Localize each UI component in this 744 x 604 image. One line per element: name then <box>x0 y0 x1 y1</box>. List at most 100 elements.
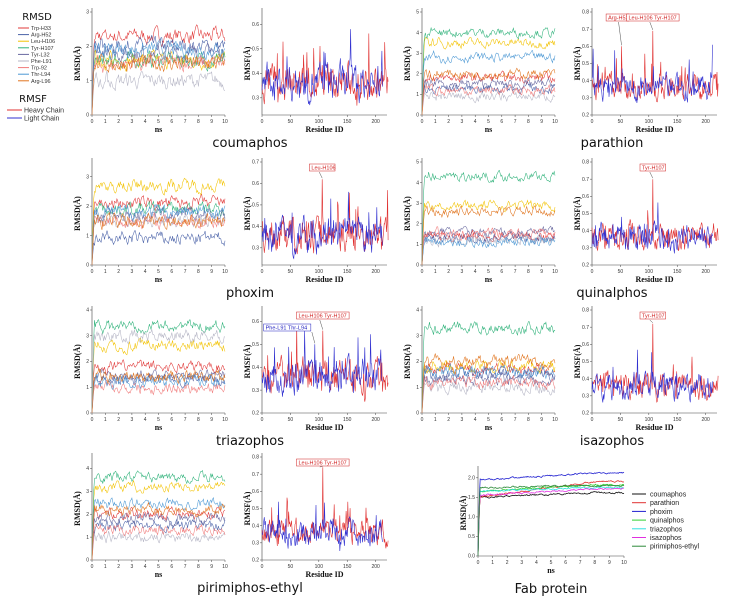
x-tick-label: 200 <box>701 119 710 125</box>
fab-line-triazophos <box>477 486 625 557</box>
x-tick-label: 5 <box>487 417 490 423</box>
y-tick-label: 0.5 <box>582 359 589 365</box>
legend-rmsf-title: RMSF <box>19 94 47 105</box>
y-tick-label: 1 <box>416 242 419 248</box>
x-tick-label: 0 <box>261 564 264 570</box>
x-tick-label: 9 <box>540 417 543 423</box>
y-tick-label: 0.6 <box>252 489 259 495</box>
y-tick-label: 5 <box>416 10 419 16</box>
x-tick-label: 10 <box>222 417 228 423</box>
rmsd-line-Tyr-L32 <box>421 77 556 116</box>
x-tick-label: 0 <box>261 417 264 423</box>
rmsd-line-Tyr-L32 <box>421 225 556 266</box>
annotation-box <box>296 458 350 467</box>
annotation-label: Leu-H106 Tyr-H107 <box>298 313 346 319</box>
x-tick-label: 2 <box>447 417 450 423</box>
x-tick-label: 3 <box>520 560 523 566</box>
x-tick-label: 10 <box>222 564 228 570</box>
x-tick-label: 7 <box>514 417 517 423</box>
x-tick-label: 1 <box>434 417 437 423</box>
y-tick-label: 3 <box>86 489 89 495</box>
x-tick-label: 10 <box>552 417 558 423</box>
x-tick-label: 0 <box>421 417 424 423</box>
x-tick-label: 0 <box>591 269 594 275</box>
y-tick-label: 0.5 <box>252 342 259 348</box>
y-tick-label: 0.4 <box>252 71 259 77</box>
panel-phoxim: 0 1 2 3 0 1 2 3 4 5 6 7 8 9 10 ns RMSD(Å) 0.3 0.4 0.5 0.6 0.7… <box>73 158 389 301</box>
x-axis-label: ns <box>485 125 493 134</box>
rmsd-line-Trp-92 <box>91 212 226 266</box>
light-chain-line <box>261 330 383 397</box>
y-tick-label: 0.6 <box>252 181 259 187</box>
y-tick-label: 0 <box>416 411 419 417</box>
fab-legend-item: coumaphos <box>650 492 687 499</box>
y-tick-label: 0.3 <box>252 388 259 394</box>
rmsd-chart: 0 1 2 3 0 1 2 3 4 5 6 7 8 9 10 ns RMSD(Å) <box>73 158 228 284</box>
x-tick-label: 3 <box>461 417 464 423</box>
x-tick-label: 2 <box>117 269 120 275</box>
rmsd-line-Leu-H106 <box>421 199 556 266</box>
rmsd-line-Arg-L96 <box>91 212 226 266</box>
x-tick-label: 8 <box>197 564 200 570</box>
rmsd-chart: 0 1 2 3 4 0 1 2 3 4 5 6 7 8 9 10 ns RMSD(Å) <box>403 306 558 432</box>
x-tick-label: 0 <box>91 269 94 275</box>
rmsd-line-Phe-L91 <box>421 233 556 266</box>
x-tick-label: 1 <box>104 417 107 423</box>
panel-title: isazophos <box>580 434 645 449</box>
x-tick-label: 2 <box>117 564 120 570</box>
x-tick-label: 2 <box>447 269 450 275</box>
y-axis-label: RMSF(Å) <box>243 344 252 378</box>
y-axis-label: RMSD(Å) <box>403 196 412 231</box>
y-tick-label: 0.3 <box>582 394 589 400</box>
x-tick-label: 0 <box>591 119 594 125</box>
rmsd-line-Arg-L96 <box>91 501 226 561</box>
y-tick-label: 2.0 <box>468 476 475 482</box>
x-tick-label: 4 <box>144 564 147 570</box>
annotation-label: Leu-H106 Tyr-H107 <box>298 460 346 466</box>
x-tick-label: 3 <box>461 119 464 125</box>
y-tick-label: 0.5 <box>582 211 589 217</box>
rmsd-line-Tyr-H107 <box>421 321 556 414</box>
x-axis-label: Residue ID <box>305 570 343 579</box>
rmsd-line-Leu-H106 <box>421 36 556 116</box>
y-tick-label: 1 <box>86 233 89 239</box>
light-chain-line <box>261 501 383 552</box>
legend-item: Tyr-H107 <box>31 46 54 52</box>
x-tick-label: 3 <box>131 417 134 423</box>
y-tick-label: 0.6 <box>582 44 589 50</box>
y-tick-label: 0.5 <box>252 46 259 52</box>
annotation-label: Leu-H106 <box>311 165 335 171</box>
x-tick-label: 50 <box>618 119 624 125</box>
rmsd-line-Leu-H106 <box>91 177 226 266</box>
y-tick-label: 0.2 <box>582 263 589 269</box>
x-tick-label: 200 <box>371 564 380 570</box>
x-tick-label: 7 <box>184 417 187 423</box>
y-tick-label: 2 <box>86 44 89 50</box>
x-tick-label: 50 <box>288 417 294 423</box>
x-tick-label: 10 <box>552 269 558 275</box>
rmsd-line-Trp-92 <box>421 374 556 414</box>
x-tick-label: 9 <box>210 269 213 275</box>
annotation-label: Tyr-H107 <box>642 165 665 171</box>
x-tick-label: 7 <box>579 560 582 566</box>
x-tick-label: 2 <box>117 417 120 423</box>
x-tick-label: 150 <box>343 119 352 125</box>
rmsd-line-Trp-92 <box>91 53 226 116</box>
y-axis-label: RMSF(Å) <box>573 196 582 230</box>
rmsd-line-Leu-H106 <box>91 337 226 414</box>
x-tick-label: 6 <box>500 417 503 423</box>
rmsd-line-Arg-H52 <box>91 230 226 266</box>
panel-title: triazophos <box>216 434 284 449</box>
x-tick-label: 4 <box>474 269 477 275</box>
y-tick-label: 0.7 <box>252 472 259 478</box>
x-tick-label: 6 <box>564 560 567 566</box>
y-tick-label: 0.7 <box>582 177 589 183</box>
x-tick-label: 5 <box>487 269 490 275</box>
y-tick-label: 1.0 <box>468 515 475 521</box>
rmsd-line-Tyr-H107 <box>421 169 556 266</box>
rmsd-line-Tyr-H107 <box>91 49 226 116</box>
x-axis-label: Residue ID <box>635 275 673 284</box>
rmsd-chart: 0 1 2 3 0 1 2 3 4 5 6 7 8 9 10 ns RMSD(Å) <box>73 8 228 134</box>
